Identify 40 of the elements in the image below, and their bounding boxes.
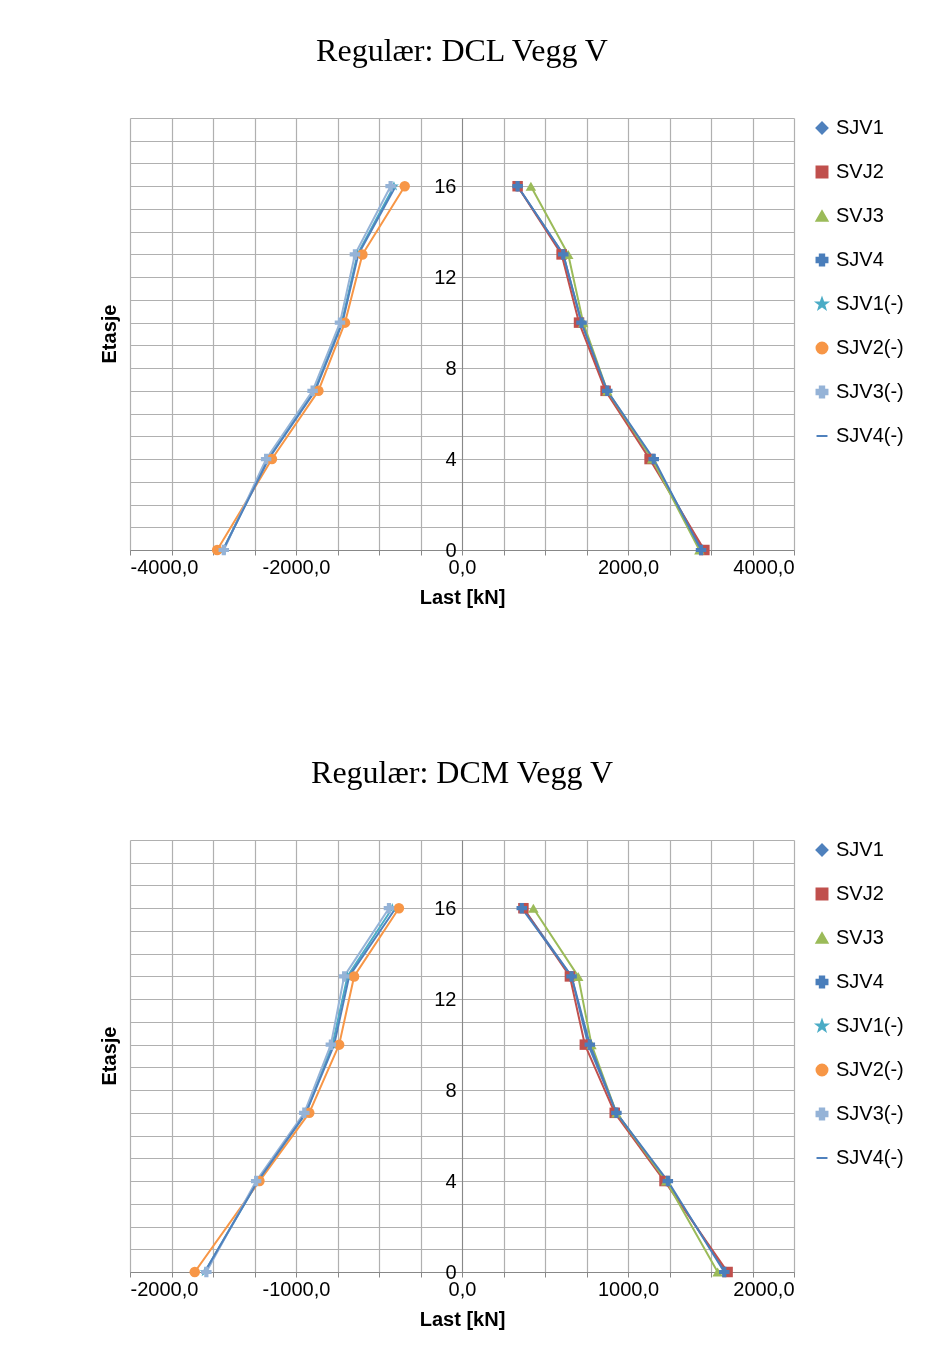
x-tick-label: 2000,0 xyxy=(733,1277,795,1300)
legend-label: SJV1 xyxy=(836,116,884,138)
x-axis-title: Last [kN] xyxy=(419,1307,506,1330)
chart-title: Regulær: DCL Vegg V xyxy=(316,32,608,68)
y-axis-title: Etasje xyxy=(98,304,120,364)
legend-label: SVJ3 xyxy=(836,926,884,948)
legend-label: SVJ2 xyxy=(836,160,884,182)
y-tick-label: 0 xyxy=(445,1260,457,1283)
y-axis-title: Etasje xyxy=(98,1026,120,1086)
x-tick-label: 1000,0 xyxy=(597,1277,660,1300)
y-tick-label: 8 xyxy=(445,356,457,379)
legend-label: SJV4 xyxy=(836,970,884,992)
legend-label: SJV2(-) xyxy=(836,1058,904,1080)
y-tick-label: 16 xyxy=(434,896,457,919)
x-tick-label: 4000,0 xyxy=(733,555,795,578)
chart-title: Regulær: DCM Vegg V xyxy=(311,754,613,790)
legend-label: SJV4(-) xyxy=(836,1146,904,1168)
x-tick-label: 2000,0 xyxy=(597,555,660,578)
y-tick-label: 0 xyxy=(445,538,457,561)
y-tick-label: 12 xyxy=(434,265,457,288)
x-tick-label: -2000,0 xyxy=(262,555,331,578)
legend-label: SJV2(-) xyxy=(836,336,904,358)
legend-label: SJV3(-) xyxy=(836,380,904,402)
x-tick-label: -4000,0 xyxy=(130,555,199,578)
x-tick-label: -2000,0 xyxy=(130,1277,199,1300)
legend-label: SJV4 xyxy=(836,248,884,270)
y-tick-label: 16 xyxy=(434,174,457,197)
x-axis-title: Last [kN] xyxy=(419,585,506,608)
legend-label: SJV3(-) xyxy=(836,1102,904,1124)
y-tick-label: 12 xyxy=(434,987,457,1010)
y-tick-label: 4 xyxy=(445,447,457,470)
x-tick-label: -1000,0 xyxy=(262,1277,331,1300)
legend-label: SJV4(-) xyxy=(836,424,904,446)
legend-label: SJV1 xyxy=(836,838,884,860)
y-tick-label: 4 xyxy=(445,1169,457,1192)
legend-label: SVJ2 xyxy=(836,882,884,904)
legend-label: SVJ3 xyxy=(836,204,884,226)
legend-label: SJV1(-) xyxy=(836,292,904,314)
legend-label: SJV1(-) xyxy=(836,1014,904,1036)
y-tick-label: 8 xyxy=(445,1078,457,1101)
